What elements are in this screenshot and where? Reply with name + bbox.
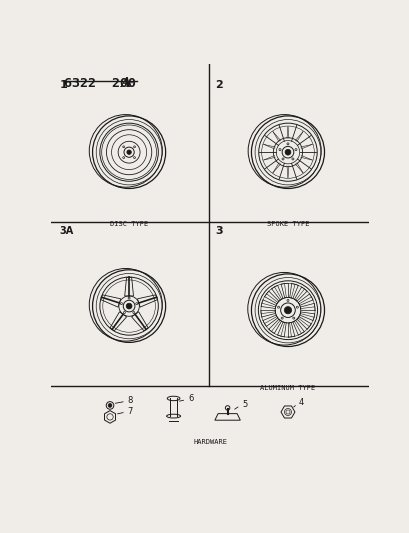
Text: 3: 3 [214,226,222,236]
Ellipse shape [108,403,112,407]
Text: HARDWARE: HARDWARE [193,440,227,446]
Text: 2: 2 [214,80,222,91]
Text: 8: 8 [127,396,133,405]
Ellipse shape [283,306,291,314]
Text: 5: 5 [241,400,247,409]
Text: ALUMINUM TYPE: ALUMINUM TYPE [260,385,315,391]
Ellipse shape [126,303,132,309]
Text: DISC TYPE: DISC TYPE [110,221,148,227]
Text: SPOKE TYPE: SPOKE TYPE [266,221,308,227]
Ellipse shape [284,149,290,155]
Text: A: A [119,77,130,90]
Text: 7: 7 [127,407,133,416]
Text: 1: 1 [59,80,67,91]
Text: 3A: 3A [59,226,73,236]
Ellipse shape [127,150,131,155]
Ellipse shape [167,396,180,401]
Text: 4: 4 [299,399,303,407]
Text: 6: 6 [187,394,193,403]
Text: 6322  200: 6322 200 [64,77,136,90]
